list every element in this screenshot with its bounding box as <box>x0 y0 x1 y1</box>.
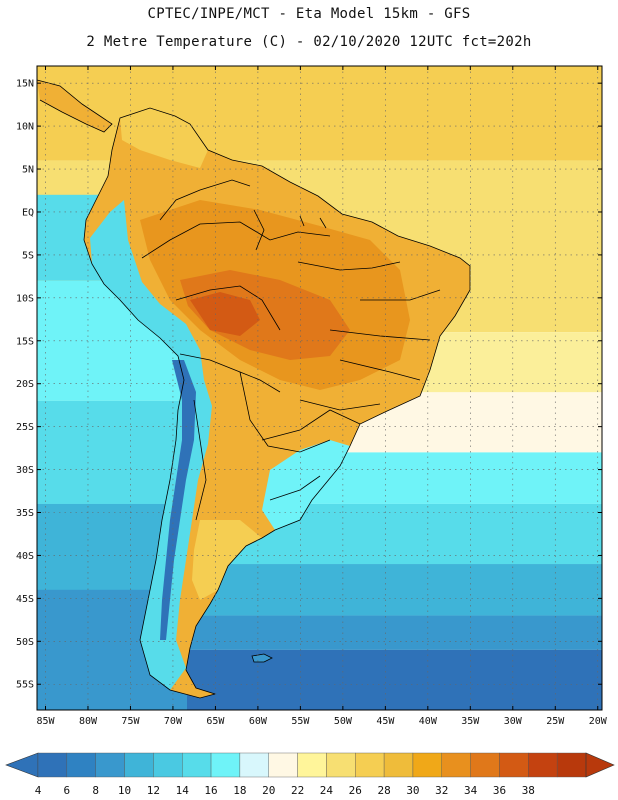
map-plot-area <box>37 66 602 710</box>
colorbar-label: 24 <box>320 784 334 797</box>
southeast-cool-zone <box>262 440 350 530</box>
lat-tick-label: 20S <box>16 379 34 390</box>
colorbar-label: 30 <box>406 784 419 797</box>
patagonia-mild-zone <box>192 520 262 600</box>
colorbar-swatch <box>355 752 385 778</box>
chart-title-line2: 2 Metre Temperature (C) - 02/10/2020 12U… <box>86 34 532 50</box>
chart-title-line1: CPTEC/INPE/MCT - Eta Model 15km - GFS <box>147 6 471 22</box>
colorbar-swatch <box>239 752 269 778</box>
colorbar-label: 22 <box>291 784 304 797</box>
lat-tick-label: 25S <box>16 422 34 433</box>
colorbar-swatch <box>95 752 125 778</box>
colorbar-swatch <box>470 752 500 778</box>
colorbar-label: 10 <box>118 784 131 797</box>
lat-tick-label: 15S <box>16 336 34 347</box>
lat-tick-label: 50S <box>16 637 34 648</box>
land-temperature-field <box>37 80 470 698</box>
lat-tick-label: 30S <box>16 465 34 476</box>
colorbar-swatch <box>66 752 96 778</box>
colorbar-label: 26 <box>349 784 362 797</box>
lat-tick-label: 10N <box>16 122 34 133</box>
lat-tick-label: EQ <box>22 207 34 218</box>
colorbar-swatch <box>528 752 558 778</box>
colorbar-label: 8 <box>92 784 99 797</box>
colorbar-label: 16 <box>204 784 217 797</box>
hottest-core <box>190 292 260 336</box>
colorbar-swatch <box>326 752 356 778</box>
colorbar-swatch <box>383 752 414 778</box>
colorbar-swatch <box>412 752 442 778</box>
lat-tick-label: 45S <box>16 594 34 605</box>
country-borders <box>37 79 471 699</box>
lon-tick-label: 80W <box>79 716 98 727</box>
latitude-axis: 15N 10N 5N EQ 5S 10S 15S 20S 25S 30S 35S 40S 45S 50S 5… <box>16 79 602 691</box>
lon-tick-label: 75W <box>121 716 140 727</box>
lon-tick-label: 55W <box>291 716 310 727</box>
colorbar-swatch <box>268 752 298 778</box>
colorbar-label: 32 <box>435 784 448 797</box>
lon-tick-label: 40W <box>419 716 438 727</box>
andes-cold-band <box>90 200 212 690</box>
lat-tick-label: 40S <box>16 551 34 562</box>
lat-tick-label: 5S <box>22 250 34 261</box>
lon-tick-label: 85W <box>36 716 55 727</box>
colorbar-label: 4 <box>35 784 42 797</box>
lon-tick-label: 70W <box>164 716 183 727</box>
lon-tick-label: 50W <box>334 716 353 727</box>
colorbar-label: 12 <box>147 784 160 797</box>
colorbar-swatch <box>441 752 471 778</box>
map-frame <box>36 65 603 711</box>
lon-tick-label: 30W <box>504 716 523 727</box>
colorbar-swatch <box>499 752 529 778</box>
lon-tick-label: 25W <box>546 716 565 727</box>
colorbar-swatch <box>297 752 327 778</box>
colorbar-swatch <box>153 752 183 778</box>
pacific-band-2 <box>37 400 187 504</box>
colorbar: 4 6 8 10 12 14 16 18 20 22 24 26 28 30 32 34 36 38 <box>5 752 615 797</box>
colorbar-label: 36 <box>493 784 506 797</box>
central-america <box>37 80 112 132</box>
falkland-islands <box>251 653 273 663</box>
colorbar-swatch <box>124 752 154 778</box>
caribbean-coast-mild <box>120 108 208 168</box>
colorbar-label: 34 <box>464 784 478 797</box>
lat-tick-label: 55S <box>16 680 34 691</box>
lat-tick-label: 5N <box>22 165 34 176</box>
colorbar-swatch <box>37 752 68 778</box>
lon-tick-label: 35W <box>461 716 480 727</box>
lon-tick-label: 20W <box>589 716 608 727</box>
map-gridlines <box>37 66 602 710</box>
colorbar-label: 14 <box>176 784 190 797</box>
colorbar-low-arrow <box>5 752 39 778</box>
colorbar-swatch <box>210 752 241 778</box>
colorbar-swatch <box>182 752 212 778</box>
colorbar-high-arrow <box>585 752 615 778</box>
colorbar-label: 28 <box>377 784 390 797</box>
lat-tick-label: 15N <box>16 79 34 90</box>
colorbar-label: 20 <box>262 784 275 797</box>
bolivia-brazil-very-hot-zone <box>180 270 350 360</box>
andes-coldest-band <box>160 360 196 640</box>
colorbar-label: 38 <box>522 784 535 797</box>
colorbar-label: 6 <box>64 784 71 797</box>
lat-tick-label: 10S <box>16 293 34 304</box>
lon-tick-label: 65W <box>206 716 225 727</box>
longitude-axis: 85W 80W 75W 70W 65W 60W 55W 50W 45W 40W 35W 30W 25W 2… <box>36 66 608 727</box>
lon-tick-label: 60W <box>249 716 268 727</box>
colorbar-label: 18 <box>233 784 246 797</box>
colorbar-swatch <box>556 752 587 778</box>
lon-tick-label: 45W <box>376 716 395 727</box>
lat-tick-label: 35S <box>16 508 34 519</box>
